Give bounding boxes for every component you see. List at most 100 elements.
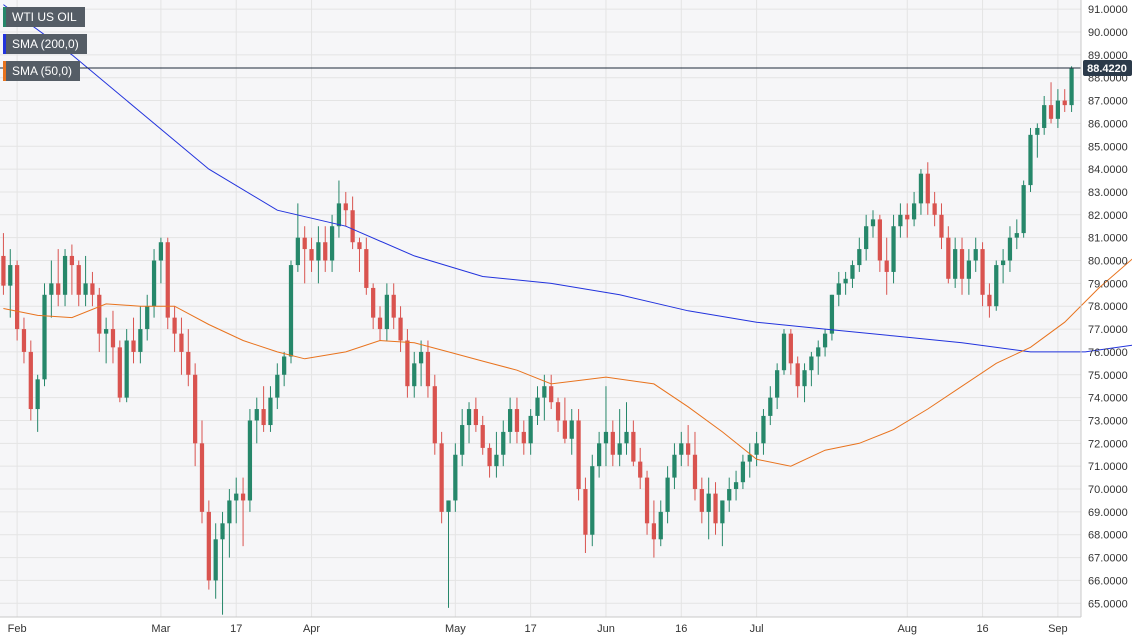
candle <box>240 477 246 547</box>
candle <box>62 249 68 307</box>
candle-body <box>761 415 766 444</box>
candle <box>631 420 636 467</box>
candle <box>816 340 821 375</box>
candle <box>268 386 273 432</box>
legend-instrument[interactable]: WTI US OIL <box>3 7 85 27</box>
candle <box>145 294 150 341</box>
candle <box>247 409 253 512</box>
candle <box>905 203 910 238</box>
candle <box>651 500 657 558</box>
legend-sma200-label: SMA (200,0) <box>12 37 79 51</box>
candle-body <box>549 386 554 403</box>
candle <box>953 237 958 288</box>
candle <box>788 329 793 375</box>
y-tick-label: 81.0000 <box>1088 233 1128 245</box>
candle <box>487 443 492 478</box>
y-tick-label: 82.0000 <box>1088 210 1128 222</box>
candle-body <box>193 374 198 444</box>
candle-body <box>35 379 40 410</box>
candle <box>1014 219 1019 250</box>
x-tick-label: Feb <box>8 623 27 635</box>
candle <box>672 443 677 490</box>
candle <box>432 374 437 455</box>
candle <box>507 397 513 444</box>
candle <box>104 317 109 364</box>
candle-body <box>891 226 896 272</box>
candle-body <box>8 265 13 286</box>
candle-body <box>460 425 465 455</box>
candle-body <box>28 351 33 410</box>
candle-body <box>610 431 615 455</box>
candle <box>583 477 588 554</box>
candle <box>610 420 615 467</box>
candle <box>138 306 143 364</box>
candle-body <box>740 461 746 483</box>
candle <box>720 500 725 547</box>
candle-body <box>357 242 362 250</box>
candle-body <box>186 351 191 375</box>
candle-body <box>104 329 109 334</box>
candle-body <box>83 283 88 295</box>
candle-body <box>624 431 629 444</box>
candle-body <box>268 397 273 426</box>
plot-background <box>0 0 1081 617</box>
candle-body <box>843 278 848 284</box>
candle-body <box>145 306 150 330</box>
legend-sma50[interactable]: SMA (50,0) <box>3 61 81 81</box>
candle <box>227 489 232 558</box>
candle-body <box>555 402 561 421</box>
y-tick-label: 68.0000 <box>1088 530 1128 542</box>
candle <box>14 260 20 341</box>
candle <box>795 356 800 398</box>
candle-body <box>562 420 568 439</box>
candle <box>165 237 170 330</box>
candle-body <box>1028 134 1033 186</box>
candle <box>549 374 554 410</box>
candle-body <box>487 447 492 467</box>
y-tick-label: 75.0000 <box>1088 370 1128 382</box>
candle-body <box>329 226 335 261</box>
candle-body <box>686 443 691 455</box>
candle-body <box>597 443 602 467</box>
candle <box>870 210 876 238</box>
y-tick-label: 89.0000 <box>1088 50 1128 62</box>
candle <box>857 237 862 272</box>
candle <box>206 500 211 590</box>
candle <box>384 283 389 341</box>
candle <box>891 214 896 284</box>
y-tick-label: 91.0000 <box>1088 4 1128 16</box>
y-tick-label: 87.0000 <box>1088 96 1128 108</box>
candle-body <box>870 219 876 227</box>
candle <box>775 363 780 410</box>
candle-body <box>918 173 924 204</box>
candle-body <box>336 203 342 227</box>
candle <box>843 271 848 295</box>
current-price-badge: 88.4220 <box>1083 60 1132 77</box>
x-tick-label: Jul <box>750 623 764 635</box>
legend-sma200-swatch <box>3 34 6 54</box>
candle-body <box>953 249 958 279</box>
candle-body <box>836 283 841 295</box>
candle-body <box>507 409 513 432</box>
candle-body <box>466 409 472 426</box>
candle <box>699 477 704 524</box>
candle <box>343 191 348 227</box>
x-tick-label: 17 <box>230 623 242 635</box>
candle <box>42 283 47 387</box>
candle-body <box>179 333 184 352</box>
candle-body <box>69 255 75 266</box>
candle-body <box>898 214 903 227</box>
candle <box>562 397 568 444</box>
candle <box>692 431 698 501</box>
y-tick-label: 76.0000 <box>1088 347 1128 359</box>
candle <box>939 203 944 250</box>
candle <box>884 237 889 295</box>
legend-sma200[interactable]: SMA (200,0) <box>3 34 87 54</box>
candle-body <box>165 242 170 318</box>
candle <box>179 317 184 375</box>
candle-body <box>425 351 431 387</box>
candle-body <box>521 431 526 444</box>
candle-body <box>234 493 239 501</box>
candle <box>1069 66 1074 112</box>
